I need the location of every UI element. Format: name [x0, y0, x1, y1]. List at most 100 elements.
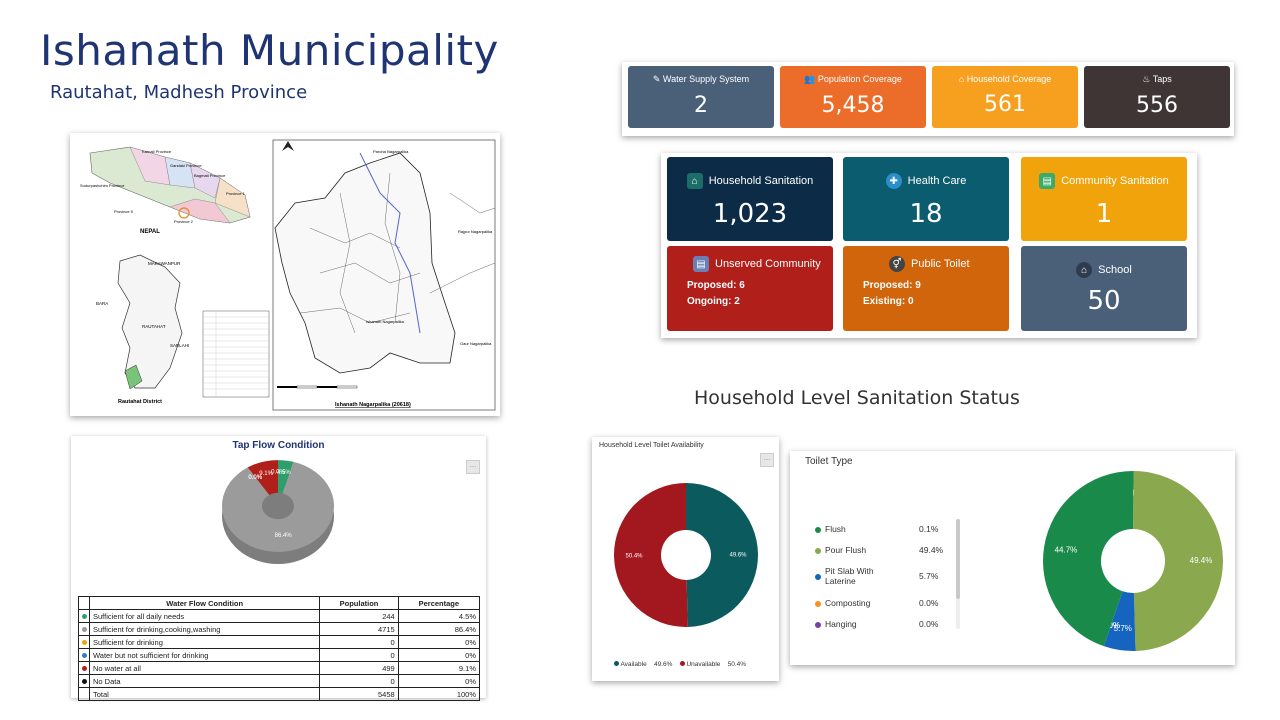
water-supply-card[interactable]: ✎ Water Supply System 2 — [628, 66, 774, 128]
slice-label: 4.5% — [277, 470, 291, 476]
donut-slice[interactable] — [278, 460, 294, 494]
legend-value: 49.6% — [653, 661, 673, 668]
card-label: School — [1098, 264, 1132, 276]
percentage-cell: 0% — [397, 674, 481, 688]
location-map: NEPAL Karnali Province Gandaki Province … — [80, 139, 496, 411]
card-label: Unserved Community — [715, 258, 821, 270]
donut-slice[interactable] — [1103, 591, 1136, 651]
page-title: Ishanath Municipality — [40, 26, 499, 75]
legend-dot — [815, 527, 821, 533]
household-sanitation-card[interactable]: ⌂ Household Sanitation 1,023 — [667, 157, 833, 241]
more-options-icon[interactable]: … — [760, 453, 774, 467]
map-province-label: Sudurpashchim Province — [80, 183, 125, 188]
unserved-community-card[interactable]: ▤ Unserved Community Proposed: 6 Ongoing:… — [667, 246, 833, 331]
chart-title: Household Level Toilet Availability — [599, 442, 704, 449]
legend-value: 5.7% — [919, 571, 939, 581]
donut-slice[interactable] — [613, 483, 688, 627]
row-color-cell — [78, 648, 90, 662]
tap-flow-panel: Tap Flow Condition … 4.5% 86.4% 0.0% 0.0% 9.… — [71, 436, 486, 701]
flow-condition-cell: Sufficient for drinking — [88, 635, 321, 649]
stat-value: 556 — [1136, 93, 1178, 118]
more-options-icon[interactable]: … — [466, 460, 480, 474]
legend-dot — [815, 601, 821, 607]
legend-scrollbar[interactable] — [956, 519, 960, 629]
school-card[interactable]: ⌂ School 50 — [1021, 246, 1187, 331]
table-row: Water but not sufficient for drinking 0 0% — [78, 648, 481, 662]
flow-condition-cell: No water at all — [88, 661, 321, 675]
card-detail: Proposed: 9 — [863, 280, 921, 291]
legend-dot — [614, 661, 619, 666]
legend-label: Unavailable — [686, 661, 721, 668]
flow-condition-cell: Total — [88, 687, 321, 701]
population-cell: 0 — [319, 635, 399, 649]
neighbor-label: RAUTAHAT — [142, 324, 166, 329]
legend-label: Pit Slab With Laterine — [825, 566, 874, 586]
restroom-icon: ⚥ — [889, 256, 905, 272]
donut-slice[interactable] — [686, 483, 758, 627]
donut-slice[interactable] — [1043, 471, 1133, 647]
population-cell: 5458 — [319, 687, 399, 701]
stat-value: 561 — [984, 92, 1026, 117]
health-care-card[interactable]: ✚ Health Care 18 — [843, 157, 1009, 241]
card-label: Health Care — [907, 175, 967, 187]
table-row: Sufficient for drinking 0 0% — [78, 635, 481, 649]
card-label: Household Sanitation — [708, 175, 814, 187]
neighbor-label: MAKAWANPUR — [148, 261, 181, 266]
tap-flow-pie-chart: 4.5%86.4%0.0%0.0%9.1%0.0% — [222, 460, 334, 564]
map-province-label: Province 5 — [114, 209, 134, 214]
household-coverage-card[interactable]: ⌂ Household Coverage 561 — [932, 66, 1078, 128]
population-cell: 244 — [319, 609, 399, 623]
card-value: 50 — [1087, 286, 1121, 316]
community-sanitation-card[interactable]: ▤ Community Sanitation 1 — [1021, 157, 1187, 241]
donut-slice[interactable] — [1133, 471, 1224, 651]
card-detail: Proposed: 6 — [687, 280, 745, 291]
population-coverage-card[interactable]: 👥 Population Coverage 5,458 — [780, 66, 926, 128]
district-caption: Rautahat District — [118, 399, 162, 405]
donut-slice[interactable] — [222, 461, 334, 552]
flow-condition-cell: No Data — [88, 674, 321, 688]
population-cell: 0 — [319, 648, 399, 662]
stat-label: Population Coverage — [817, 74, 902, 84]
slice-label: 0.0% — [1102, 621, 1120, 630]
legend-dot — [81, 626, 87, 632]
toilet-type-donut-chart: 0.1%49.4%5.7%0.0%0.0%44.7% — [1043, 471, 1224, 651]
card-detail: Ongoing: 2 — [687, 296, 740, 307]
taps-card[interactable]: ♨ Taps 556 — [1084, 66, 1230, 128]
north-arrow-icon — [282, 141, 294, 151]
legend-dot — [81, 613, 87, 619]
card-label: Community Sanitation — [1061, 175, 1169, 187]
donut-slice[interactable] — [1133, 471, 1134, 530]
percentage-cell: 0% — [397, 635, 481, 649]
percentage-cell: 9.1% — [397, 661, 481, 675]
map-province-label: Bagmati Province — [194, 173, 226, 178]
legend-value: 0.1% — [919, 524, 939, 534]
slice-label: 0.0% — [248, 475, 262, 481]
card-detail: Existing: 0 — [863, 296, 914, 307]
location-map-panel: NEPAL Karnali Province Gandaki Province … — [70, 133, 500, 416]
table-header: Population — [319, 596, 399, 610]
population-cell: 4715 — [319, 622, 399, 636]
table-header-blank — [78, 596, 90, 610]
home-icon: ⌂ — [958, 74, 965, 84]
donut-slice[interactable] — [247, 460, 278, 495]
row-color-cell — [78, 609, 90, 623]
card-value: 18 — [909, 199, 943, 229]
toilet-availability-panel: Household Level Toilet Availability … 49… — [592, 437, 779, 681]
stat-label: Taps — [1152, 74, 1172, 84]
sanitation-panel: ⌂ Household Sanitation 1,023 ✚ Health Care… — [661, 153, 1197, 338]
legend-dot — [81, 678, 87, 684]
slice-label: 49.4% — [1190, 556, 1213, 565]
card-label: Public Toilet — [911, 258, 970, 270]
pie-group — [222, 460, 334, 552]
clipboard-icon: ▤ — [1039, 173, 1056, 189]
map-province-label: Province 1 — [226, 191, 246, 196]
scrollbar-thumb[interactable] — [956, 519, 960, 599]
table-header: Percentage — [397, 596, 481, 610]
legend-value: 0.0% — [919, 619, 939, 629]
public-toilet-card[interactable]: ⚥ Public Toilet Proposed: 9 Existing: 0 — [843, 246, 1009, 331]
house-icon: ⌂ — [686, 173, 703, 189]
map-area-label: Rajpur Nagarpalika — [458, 229, 493, 234]
stat-value: 5,458 — [821, 93, 885, 118]
legend-value: 50.4% — [727, 661, 747, 668]
map-caption: Ishanath Nagarpalika (20618) — [335, 402, 411, 408]
